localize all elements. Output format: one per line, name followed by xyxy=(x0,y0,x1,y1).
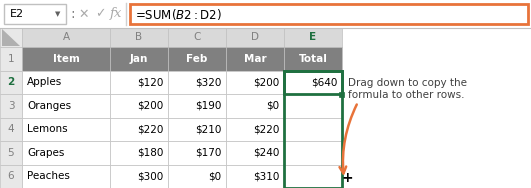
Bar xyxy=(284,70,342,94)
Text: A: A xyxy=(63,33,70,42)
Bar xyxy=(0,94,22,118)
Text: C: C xyxy=(193,33,201,42)
Bar xyxy=(110,70,168,94)
Bar xyxy=(22,141,110,164)
Bar xyxy=(226,94,284,118)
Text: E: E xyxy=(310,33,316,42)
Bar xyxy=(284,94,342,118)
Text: Grapes: Grapes xyxy=(27,148,64,158)
Text: $190: $190 xyxy=(195,101,221,111)
Bar xyxy=(22,28,110,47)
Text: $320: $320 xyxy=(195,77,221,87)
Text: E2: E2 xyxy=(10,9,24,19)
Bar xyxy=(168,47,226,70)
Text: Mar: Mar xyxy=(244,54,267,64)
Bar xyxy=(22,118,110,141)
Text: $200: $200 xyxy=(253,77,279,87)
Text: =SUM($B2:$D2): =SUM($B2:$D2) xyxy=(135,7,222,21)
Text: $220: $220 xyxy=(136,124,163,134)
Text: B: B xyxy=(135,33,142,42)
Text: fx: fx xyxy=(110,8,122,20)
Text: formula to other rows.: formula to other rows. xyxy=(348,90,465,100)
Text: 6: 6 xyxy=(7,171,14,181)
Text: $120: $120 xyxy=(136,77,163,87)
Bar xyxy=(110,164,168,188)
Bar xyxy=(168,70,226,94)
Text: Drag down to copy the: Drag down to copy the xyxy=(348,78,467,88)
Text: $0: $0 xyxy=(266,101,279,111)
Text: Oranges: Oranges xyxy=(27,101,71,111)
Bar xyxy=(168,28,226,47)
Text: $180: $180 xyxy=(136,148,163,158)
Text: D: D xyxy=(251,33,259,42)
Bar xyxy=(226,70,284,94)
Bar xyxy=(284,141,342,164)
Text: Lemons: Lemons xyxy=(27,124,67,134)
Bar xyxy=(0,118,22,141)
Text: 5: 5 xyxy=(7,148,14,158)
Text: :: : xyxy=(71,7,75,21)
Bar xyxy=(226,118,284,141)
Bar xyxy=(0,0,531,28)
Bar xyxy=(0,70,22,94)
Bar xyxy=(226,141,284,164)
Bar xyxy=(0,47,22,70)
Bar xyxy=(339,92,344,97)
Text: ✓: ✓ xyxy=(95,8,105,20)
Text: +: + xyxy=(341,171,353,185)
Text: $170: $170 xyxy=(195,148,221,158)
Text: Jan: Jan xyxy=(130,54,148,64)
Bar xyxy=(284,47,342,70)
Text: $240: $240 xyxy=(253,148,279,158)
Bar xyxy=(284,70,342,94)
Text: ✕: ✕ xyxy=(79,8,89,20)
Bar xyxy=(168,94,226,118)
Text: Item: Item xyxy=(53,54,80,64)
Bar xyxy=(226,164,284,188)
Bar xyxy=(110,118,168,141)
Text: $220: $220 xyxy=(253,124,279,134)
Bar xyxy=(226,47,284,70)
Text: Peaches: Peaches xyxy=(27,171,70,181)
Bar xyxy=(0,28,22,47)
Bar xyxy=(22,47,110,70)
Bar xyxy=(168,118,226,141)
Text: $640: $640 xyxy=(311,77,337,87)
Bar xyxy=(168,164,226,188)
Text: 1: 1 xyxy=(7,54,14,64)
Text: $200: $200 xyxy=(137,101,163,111)
Text: Apples: Apples xyxy=(27,77,62,87)
Text: Total: Total xyxy=(298,54,328,64)
Polygon shape xyxy=(2,29,20,46)
Bar xyxy=(22,70,110,94)
Text: 4: 4 xyxy=(7,124,14,134)
Bar xyxy=(168,141,226,164)
Bar xyxy=(110,28,168,47)
Text: 3: 3 xyxy=(7,101,14,111)
Text: $210: $210 xyxy=(195,124,221,134)
Text: $0: $0 xyxy=(208,171,221,181)
Bar xyxy=(22,94,110,118)
Bar xyxy=(226,28,284,47)
Bar xyxy=(284,118,342,141)
Bar xyxy=(0,141,22,164)
Bar xyxy=(284,70,342,188)
Bar xyxy=(284,28,342,47)
Text: 2: 2 xyxy=(7,77,15,87)
Bar xyxy=(110,94,168,118)
Bar xyxy=(284,164,342,188)
Bar xyxy=(4,4,66,24)
Bar xyxy=(130,4,528,24)
Bar xyxy=(22,164,110,188)
Text: ▼: ▼ xyxy=(55,11,61,17)
Bar xyxy=(0,164,22,188)
Text: Feb: Feb xyxy=(186,54,208,64)
Bar xyxy=(110,141,168,164)
Bar xyxy=(110,47,168,70)
Text: $310: $310 xyxy=(253,171,279,181)
Text: $300: $300 xyxy=(137,171,163,181)
